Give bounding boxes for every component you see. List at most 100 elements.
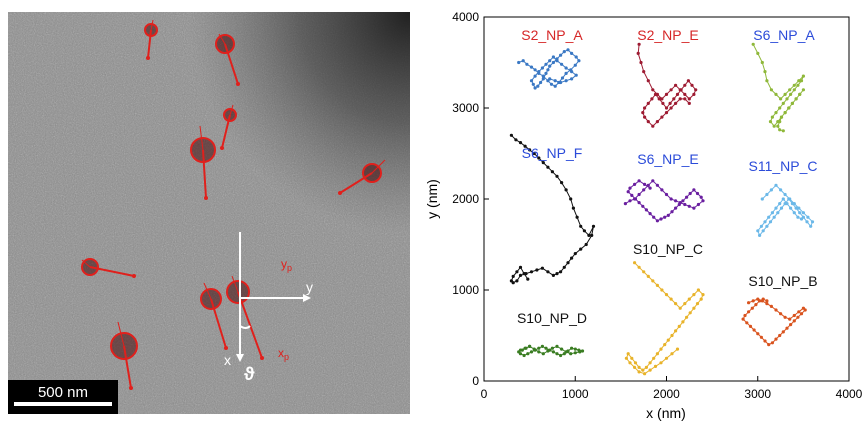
y-axis-title: y (nm) (424, 179, 440, 219)
trajectory-point (555, 344, 559, 348)
trajectory-point (575, 215, 579, 219)
trajectory-point (797, 206, 801, 210)
trajectory-point (639, 60, 643, 65)
trajectory-point (672, 97, 676, 101)
trajectory-point (566, 261, 570, 265)
trajectory-point (646, 79, 650, 83)
trajectory-point (678, 306, 682, 310)
trajectory-s11-np-c: S11_NP_C (748, 158, 818, 237)
trajectory-point (643, 106, 647, 110)
trajectory-point (580, 349, 585, 353)
trajectory-point (555, 174, 559, 178)
trajectory-point (579, 247, 583, 251)
trajectory-point (559, 353, 563, 358)
trajectory-point (750, 306, 754, 310)
trajectory-point (674, 206, 678, 210)
orientation-tick (203, 282, 212, 300)
trajectory-point (573, 351, 577, 355)
trajectory-point (546, 79, 550, 83)
trajectory-point (668, 101, 672, 105)
trajectory-point (666, 213, 670, 217)
trajectory-point (546, 68, 550, 72)
trajectory-point (562, 352, 566, 356)
trajectory-point (745, 321, 749, 325)
trajectory-point (799, 312, 804, 316)
trajectory-point (532, 347, 536, 351)
trajectory-point (517, 60, 521, 65)
trajectory-point (747, 301, 751, 305)
trajectory-point (633, 197, 637, 201)
trajectory-point (774, 183, 778, 187)
trajectory-point (683, 83, 687, 87)
trajectory-point (540, 266, 545, 270)
trajectory-point (591, 224, 596, 228)
trajectory-s10-np-c: S10_NP_C (624, 241, 705, 376)
vector-head (204, 196, 208, 200)
trajectory-point (518, 348, 523, 352)
trajectory-point (759, 224, 764, 228)
trajectory-point (681, 320, 685, 324)
trajectory-s2-np-a: S2_NP_A (517, 27, 583, 90)
trajectory-point (774, 337, 778, 341)
trajectory-point (669, 197, 673, 201)
trajectory-point (553, 79, 557, 83)
trajectory-point (781, 101, 785, 105)
y-tick-label: 2000 (452, 192, 479, 206)
trajectory-point (551, 55, 556, 59)
trajectory-point (651, 279, 655, 283)
trajectory-point (685, 315, 689, 319)
trajectory-point (633, 365, 637, 369)
trajectory-line (757, 184, 814, 237)
trajectory-point (695, 191, 700, 196)
trajectory-point (579, 224, 583, 228)
trajectory-point (783, 315, 787, 319)
trajectory-point (683, 302, 687, 306)
trajectory-point (760, 60, 764, 65)
trajectory-point (666, 338, 670, 342)
trajectory-point (769, 188, 774, 192)
trajectory-point (692, 92, 696, 96)
trajectory-point (641, 204, 645, 208)
trajectory-point (624, 356, 629, 360)
trajectory-point (787, 106, 791, 110)
trajectory-point (539, 80, 543, 85)
trajectory-point (574, 55, 578, 59)
x-tick-label: 3000 (744, 387, 771, 401)
trajectory-point (670, 333, 674, 338)
orientation-tick (81, 259, 91, 268)
trajectory-point (686, 79, 691, 83)
vector-head (220, 146, 224, 150)
trajectory-point (687, 204, 691, 208)
trajectory-point (774, 92, 778, 96)
trajectory-point (751, 42, 755, 46)
trajectory-point (792, 319, 796, 323)
trajectory-point (659, 217, 663, 221)
trajectory-point (788, 197, 792, 201)
trajectory-point (626, 190, 630, 194)
trajectory-line (518, 49, 580, 89)
trajectory-point (772, 215, 776, 219)
x-axis-arrowhead (236, 354, 244, 362)
trajectory-point (785, 202, 789, 206)
trajectory-point (646, 274, 650, 278)
trajectory-point (587, 233, 591, 237)
trajectory-point (518, 141, 523, 145)
trajectory-s10-np-b: S10_NP_B (741, 273, 818, 347)
trajectory-point (529, 270, 534, 274)
trajectory-point (641, 111, 645, 115)
trajectory-point (544, 346, 548, 350)
trajectory-point (756, 51, 760, 56)
trajectory-point (550, 170, 555, 174)
trajectory-point (692, 293, 696, 297)
trajectory-point (515, 279, 519, 283)
trajectory-point (678, 201, 682, 205)
vector-head (132, 274, 136, 278)
trajectory-point (776, 124, 780, 128)
trajectory-point (797, 79, 801, 83)
trajectory-point (657, 97, 661, 101)
trajectory-point (761, 297, 765, 301)
trajectory-point (805, 220, 809, 224)
trajectory-point (648, 212, 652, 216)
trajectory-line (625, 180, 704, 222)
trajectory-point (655, 283, 660, 287)
